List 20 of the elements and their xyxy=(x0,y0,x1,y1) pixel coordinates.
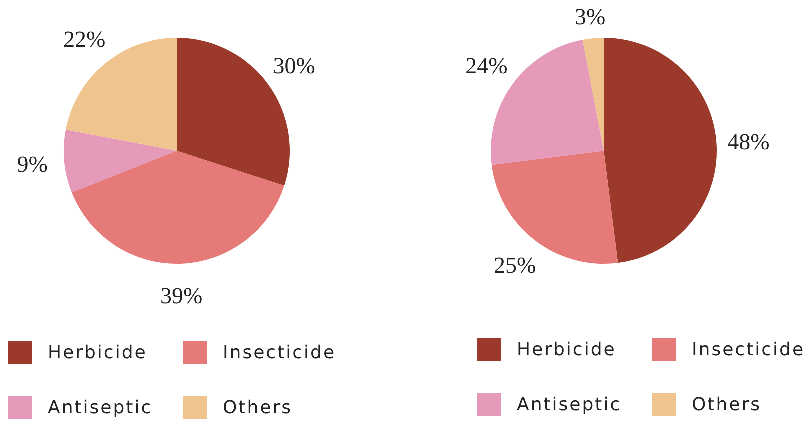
pie-slice xyxy=(64,130,177,193)
legend-label: Others xyxy=(692,394,762,416)
legend-label: Antiseptic xyxy=(517,394,622,416)
pie-slice xyxy=(72,151,284,264)
pie-slice xyxy=(604,38,717,264)
data-label: 22% xyxy=(63,26,106,52)
legend-label: Antiseptic xyxy=(48,398,153,418)
data-label: 30% xyxy=(273,53,316,78)
legend-label: Insecticide xyxy=(692,340,806,360)
legend-label: Herbicide xyxy=(517,340,616,360)
data-label: 48% xyxy=(728,129,770,154)
data-label: 3% xyxy=(575,4,606,30)
data-label: 39% xyxy=(160,283,203,308)
legend-label: Herbicide xyxy=(48,342,148,364)
data-label: 9% xyxy=(17,152,48,178)
pie-slice xyxy=(582,38,604,151)
legend-label: Others xyxy=(223,398,292,418)
data-label: 25% xyxy=(494,253,536,278)
data-label: 24% xyxy=(466,53,508,78)
legend-label: Insecticide xyxy=(223,342,336,364)
